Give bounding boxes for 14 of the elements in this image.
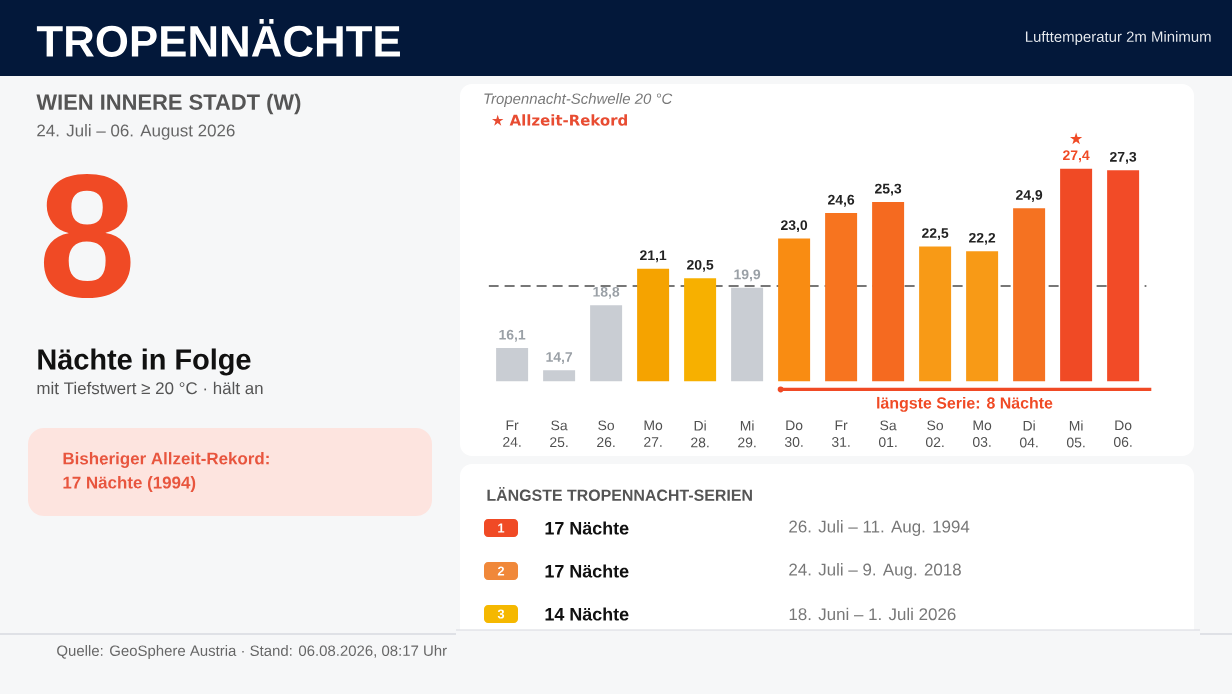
text: 17 Nächte (1994) — [63, 476, 196, 492]
text: 24. Juli – 06. August 2026 — [37, 124, 235, 140]
text: Bisheriger Allzeit-Rekord: — [63, 452, 269, 468]
text: Nächte in Folge — [38, 348, 251, 376]
text: WIEN INNERE STADT (W) — [36, 93, 301, 115]
text: 18. Juni – 1. Juli 2026 — [789, 607, 956, 621]
text: 26. Juli – 11. Aug. 1994 — [789, 520, 970, 536]
text: 17 Nächte — [545, 564, 629, 578]
text: TROPENNÄCHTE — [36, 19, 400, 57]
text: mit Tiefstwert ≥ 20 °C · hält an — [37, 381, 263, 395]
text: 14 Nächte — [545, 607, 629, 621]
text: 24. Juli – 9. Aug. 2018 — [789, 563, 961, 579]
text: 17 Nächte — [545, 521, 629, 535]
text: 8 — [43, 173, 131, 299]
